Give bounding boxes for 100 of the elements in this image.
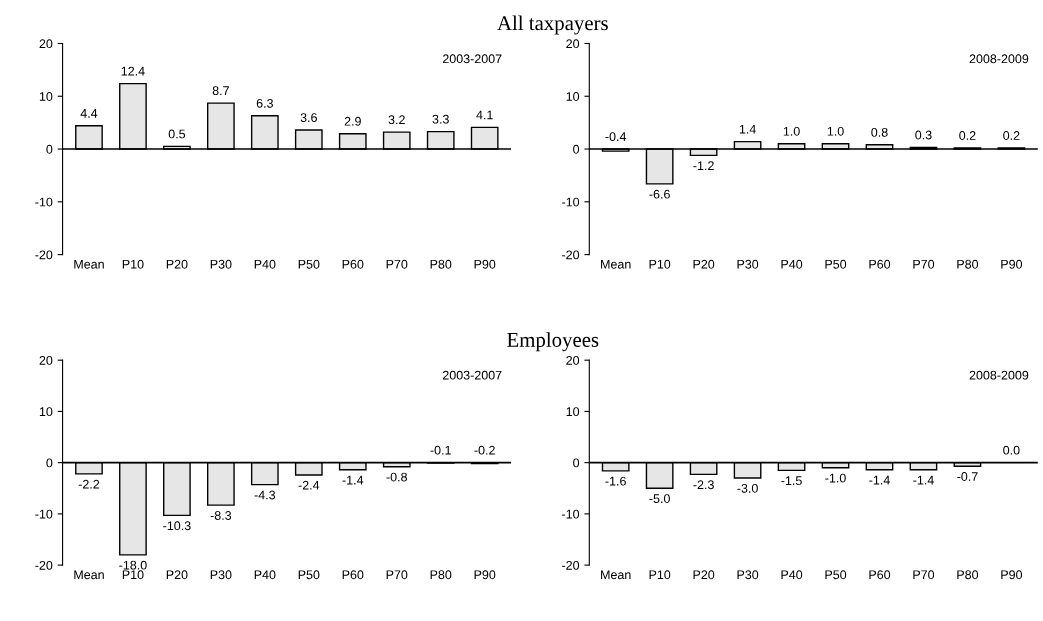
- data-label: -2.4: [298, 480, 320, 490]
- y-tick-label: -10: [35, 197, 53, 207]
- x-tick-label: P50: [298, 570, 320, 580]
- data-label: 4.4: [80, 109, 98, 118]
- x-tick-label: P50: [825, 570, 847, 580]
- data-label: 12.4: [121, 66, 145, 76]
- y-tick-label: 0: [46, 458, 53, 468]
- y-tick-label: 10: [566, 407, 580, 417]
- x-tick-label: P10: [122, 570, 144, 580]
- data-label: 4.1: [476, 110, 493, 120]
- x-tick-label: P10: [649, 259, 671, 269]
- data-label: -1.4: [869, 475, 890, 485]
- data-label: -1.2: [693, 161, 714, 170]
- y-tick-label: 0: [573, 144, 580, 154]
- x-tick-label: P90: [474, 570, 496, 580]
- data-label: -18.0: [119, 560, 147, 570]
- x-tick-label: P50: [298, 259, 320, 269]
- x-tick-label: P10: [649, 570, 671, 580]
- data-label: 8.7: [212, 86, 229, 96]
- data-label: -1.6: [605, 476, 626, 486]
- x-tick-label: P40: [254, 259, 276, 269]
- x-tick-label: P60: [869, 259, 891, 269]
- data-label: -1.5: [781, 476, 802, 486]
- data-label: -10.3: [163, 521, 191, 531]
- data-label: 1.0: [783, 126, 800, 136]
- annotation: 2003-2007: [442, 54, 502, 64]
- data-label: 0.2: [1003, 131, 1020, 140]
- x-tick-label: P10: [122, 259, 144, 269]
- x-tick-label: P40: [781, 570, 803, 580]
- data-label: -5.0: [649, 494, 670, 503]
- x-tick-label: P80: [430, 570, 452, 580]
- data-label: 0.8: [871, 127, 888, 137]
- data-label: -0.1: [430, 445, 451, 455]
- data-label: 1.0: [827, 126, 844, 136]
- y-tick-label: 20: [566, 355, 580, 365]
- data-label: -0.4: [605, 132, 627, 142]
- x-tick-label: P90: [474, 259, 496, 269]
- x-tick-label: P40: [781, 259, 803, 269]
- y-tick-label: -20: [35, 560, 53, 570]
- data-label: -6.6: [649, 189, 670, 199]
- x-tick-label: P20: [166, 570, 188, 580]
- x-tick-label: Mean: [601, 570, 631, 580]
- x-tick-label: P70: [386, 570, 408, 580]
- y-tick-label: -10: [562, 197, 580, 207]
- data-label: 3.3: [432, 114, 449, 124]
- y-tick-label: 10: [39, 407, 53, 417]
- x-tick-label: P20: [693, 570, 715, 580]
- chart-title: Employees: [507, 332, 599, 352]
- data-label: -4.3: [254, 490, 276, 500]
- x-tick-label: P60: [342, 259, 364, 269]
- x-tick-label: P80: [430, 259, 452, 269]
- y-tick-label: 10: [39, 92, 53, 101]
- x-tick-label: P90: [1001, 570, 1023, 580]
- x-tick-label: P40: [254, 570, 276, 580]
- data-label: -1.0: [825, 473, 846, 483]
- x-tick-label: P20: [693, 259, 715, 269]
- data-label: -0.8: [386, 472, 407, 482]
- data-label: -1.4: [913, 475, 934, 485]
- y-tick-label: 0: [573, 458, 580, 468]
- data-label: -0.7: [957, 472, 978, 481]
- y-tick-label: 20: [39, 39, 53, 49]
- y-tick-label: -20: [35, 250, 53, 260]
- annotation: 2003-2007: [442, 370, 502, 380]
- y-tick-label: 20: [566, 39, 580, 49]
- y-tick-label: -10: [35, 509, 53, 519]
- data-label: 0.3: [915, 130, 932, 140]
- data-label: 3.6: [300, 113, 317, 123]
- x-tick-label: P80: [957, 259, 979, 269]
- data-label: -8.3: [210, 511, 232, 520]
- x-tick-label: P70: [386, 259, 408, 269]
- data-label: 0.0: [1003, 445, 1020, 455]
- y-tick-label: -20: [562, 250, 580, 260]
- data-label: -2.3: [693, 480, 714, 490]
- data-label: 0.5: [168, 129, 186, 139]
- y-tick-label: 0: [46, 144, 53, 154]
- data-label: -2.2: [78, 479, 100, 489]
- data-label: -3.0: [737, 483, 758, 493]
- x-tick-label: P30: [210, 570, 232, 580]
- x-tick-label: Mean: [601, 259, 631, 269]
- x-tick-label: P30: [737, 259, 759, 269]
- x-tick-label: P30: [737, 570, 759, 580]
- x-tick-label: P60: [342, 570, 364, 580]
- data-label: 0.2: [959, 131, 976, 140]
- x-tick-label: Mean: [74, 570, 104, 580]
- data-label: 3.2: [388, 115, 405, 125]
- data-label: -0.2: [474, 445, 495, 455]
- y-tick-label: 10: [566, 92, 580, 101]
- data-label: 6.3: [256, 98, 273, 108]
- x-tick-label: Mean: [74, 259, 104, 269]
- x-tick-label: P30: [210, 259, 232, 269]
- data-label: -1.4: [342, 475, 364, 485]
- chart-title: All taxpayers: [497, 15, 608, 35]
- x-tick-label: P70: [913, 259, 935, 269]
- data-label: 2.9: [344, 116, 361, 126]
- x-tick-label: P50: [825, 259, 847, 269]
- y-tick-label: -20: [562, 560, 580, 570]
- x-tick-label: P80: [957, 570, 979, 580]
- annotation: 2008-2009: [969, 54, 1029, 64]
- y-tick-label: -10: [562, 509, 580, 519]
- annotation: 2008-2009: [969, 370, 1029, 380]
